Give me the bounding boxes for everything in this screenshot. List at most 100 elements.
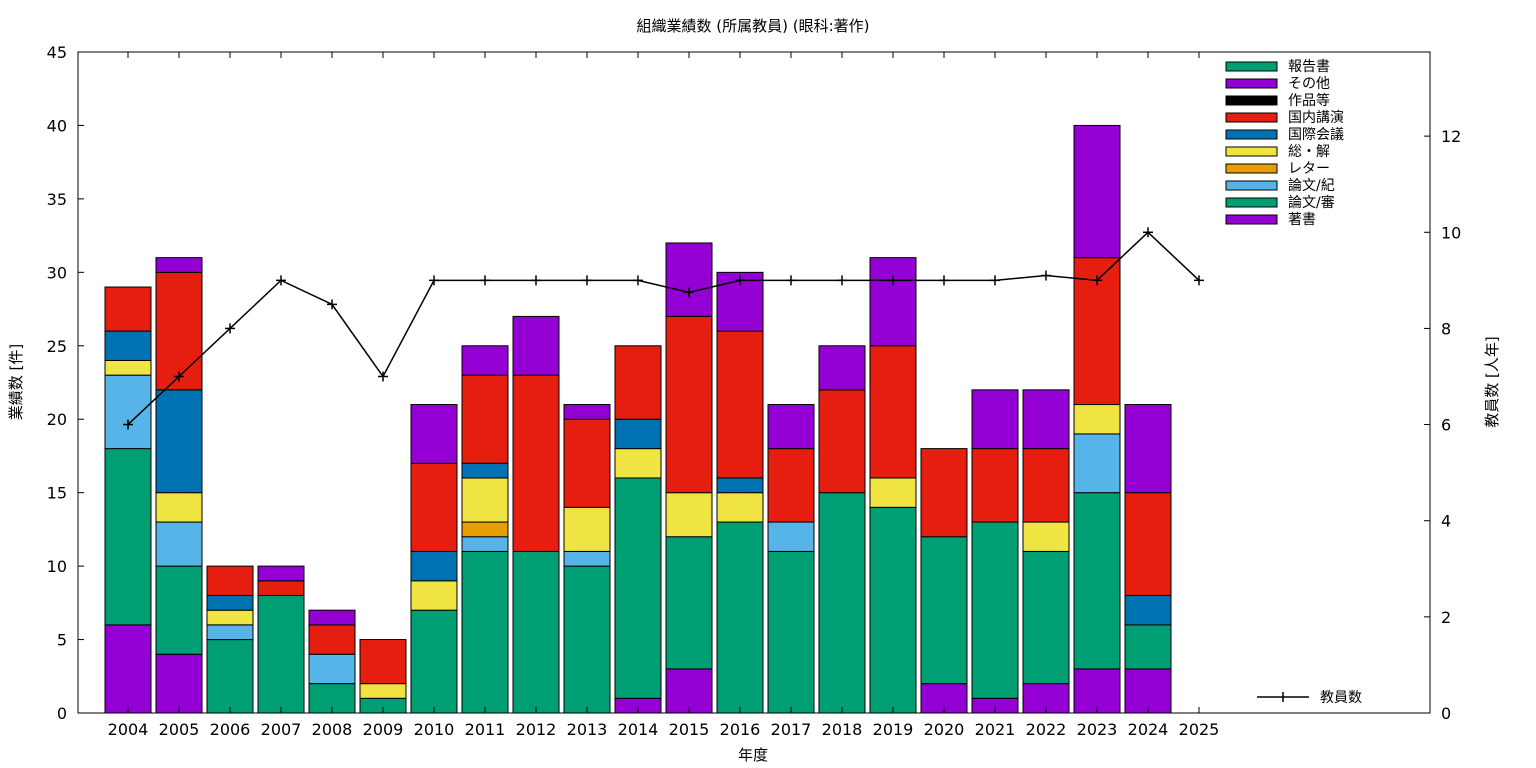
- bar-segment-2017-8: [767, 404, 815, 450]
- bar-segment-2024-8: [1124, 404, 1172, 494]
- legend-label: 国際会議: [1288, 126, 1344, 143]
- bar-segment-2005-4: [155, 492, 203, 523]
- bar-segment-2008-6: [308, 624, 356, 655]
- x-tick-label: 2015: [669, 720, 710, 739]
- legend-swatch: [1225, 146, 1278, 157]
- bar-segment-2005-0: [155, 653, 203, 714]
- x-tick-label: 2013: [567, 720, 608, 739]
- y-tick-label: 45: [47, 43, 67, 62]
- bar-segment-2015-0: [665, 668, 713, 714]
- legend-label: 教員数: [1320, 690, 1362, 706]
- chart-title: 組織業績数 (所属教員) (眼科:著作): [637, 17, 870, 35]
- x-tick-label: 2024: [1128, 720, 1169, 739]
- bar-segment-2012-1: [512, 550, 560, 714]
- x-tick-label: 2014: [618, 720, 659, 739]
- bar-segment-2017-6: [767, 448, 815, 523]
- legend-swatch: [1225, 95, 1278, 106]
- legend-label: 著書: [1288, 212, 1316, 228]
- y2-tick-label: 12: [1441, 127, 1461, 146]
- bar-segment-2023-1: [1073, 492, 1121, 670]
- bar-segment-2024-5: [1124, 594, 1172, 626]
- bar-segment-2018-6: [818, 389, 866, 494]
- x-tick-label: 2025: [1179, 720, 1220, 739]
- faculty-count-point: [480, 275, 490, 286]
- bar-segment-2019-6: [869, 345, 917, 479]
- bar-segment-2010-6: [410, 462, 458, 552]
- bar-segment-2024-1: [1124, 624, 1172, 670]
- bar-segment-2021-6: [971, 448, 1019, 523]
- bar-segment-2017-2: [767, 521, 815, 552]
- bar-segment-2015-1: [665, 536, 713, 670]
- bar-segment-2018-8: [818, 345, 866, 391]
- bar-segment-2006-5: [206, 594, 254, 611]
- x-tick-label: 2016: [720, 720, 761, 739]
- faculty-count-point: [174, 371, 184, 382]
- bar-segment-2014-5: [614, 418, 662, 450]
- bar-segment-2007-6: [257, 580, 305, 596]
- faculty-count-point: [1194, 275, 1204, 286]
- bar-segment-2004-5: [104, 330, 152, 361]
- legend-label: 作品等: [1288, 92, 1330, 109]
- bar-segment-2004-1: [104, 448, 152, 626]
- bar-segment-2021-1: [971, 521, 1019, 699]
- bar-segment-2024-6: [1124, 492, 1172, 596]
- legend-label: 国内講演: [1288, 110, 1344, 126]
- legend-label: レター: [1288, 161, 1330, 177]
- bar-segment-2022-1: [1022, 550, 1070, 685]
- faculty-count-point: [582, 275, 592, 286]
- bar-segment-2007-8: [257, 565, 305, 582]
- faculty-count-point: [786, 275, 796, 286]
- bar-segment-2013-2: [563, 550, 611, 567]
- bar-segment-2022-6: [1022, 448, 1070, 523]
- bar-segment-2004-0: [104, 624, 152, 714]
- bar-segment-2019-1: [869, 506, 917, 714]
- x-tick-label: 2017: [771, 720, 812, 739]
- bar-segment-2022-4: [1022, 521, 1070, 552]
- bar-segment-2011-4: [461, 477, 509, 523]
- bar-segment-2005-5: [155, 389, 203, 494]
- y-tick-label: 20: [47, 410, 67, 429]
- bar-segment-2010-5: [410, 550, 458, 582]
- y-tick-label: 5: [57, 631, 67, 650]
- bar-segment-2015-8: [665, 242, 713, 317]
- bar-segment-2011-8: [461, 345, 509, 376]
- y-tick-label: 35: [47, 190, 67, 209]
- bar-segment-2004-4: [104, 359, 152, 376]
- bar-segment-2006-1: [206, 639, 254, 714]
- x-tick-label: 2021: [975, 720, 1016, 739]
- bar-segment-2016-1: [716, 521, 764, 714]
- bar-segment-2004-2: [104, 374, 152, 450]
- bar-segment-2020-6: [920, 448, 968, 538]
- legend-label: その他: [1288, 76, 1330, 92]
- bar-segment-2012-8: [512, 315, 560, 376]
- bar-segment-2023-4: [1073, 404, 1121, 435]
- bar-segment-2023-0: [1073, 668, 1121, 714]
- faculty-count-point: [327, 299, 337, 310]
- x-tick-label: 2019: [873, 720, 914, 739]
- bar-segment-2010-8: [410, 404, 458, 464]
- bar-segment-2008-8: [308, 609, 356, 626]
- bar-segment-2005-8: [155, 257, 203, 273]
- y-tick-label: 15: [47, 484, 67, 503]
- legend-swatch: [1225, 180, 1278, 191]
- bar-segment-2013-4: [563, 506, 611, 552]
- plot-area-frame: [77, 51, 1431, 714]
- x-tick-label: 2009: [363, 720, 404, 739]
- faculty-count-point: [531, 275, 541, 286]
- line-series-layer: [123, 227, 1204, 430]
- bar-segment-2023-2: [1073, 433, 1121, 494]
- faculty-count-point: [276, 275, 286, 286]
- x-tick-label: 2023: [1077, 720, 1118, 739]
- bar-segment-2019-8: [869, 257, 917, 347]
- bar-segment-2013-1: [563, 565, 611, 714]
- faculty-count-point: [1143, 227, 1153, 238]
- faculty-count-line: [127, 231, 1200, 426]
- bar-segment-2005-1: [155, 565, 203, 655]
- y2-tick-label: 0: [1441, 704, 1451, 723]
- bar-segment-2011-5: [461, 462, 509, 479]
- bar-segment-2006-2: [206, 624, 254, 641]
- bar-segment-2023-8: [1073, 124, 1121, 259]
- bar-segment-2009-4: [359, 683, 407, 699]
- bar-segment-2011-2: [461, 536, 509, 552]
